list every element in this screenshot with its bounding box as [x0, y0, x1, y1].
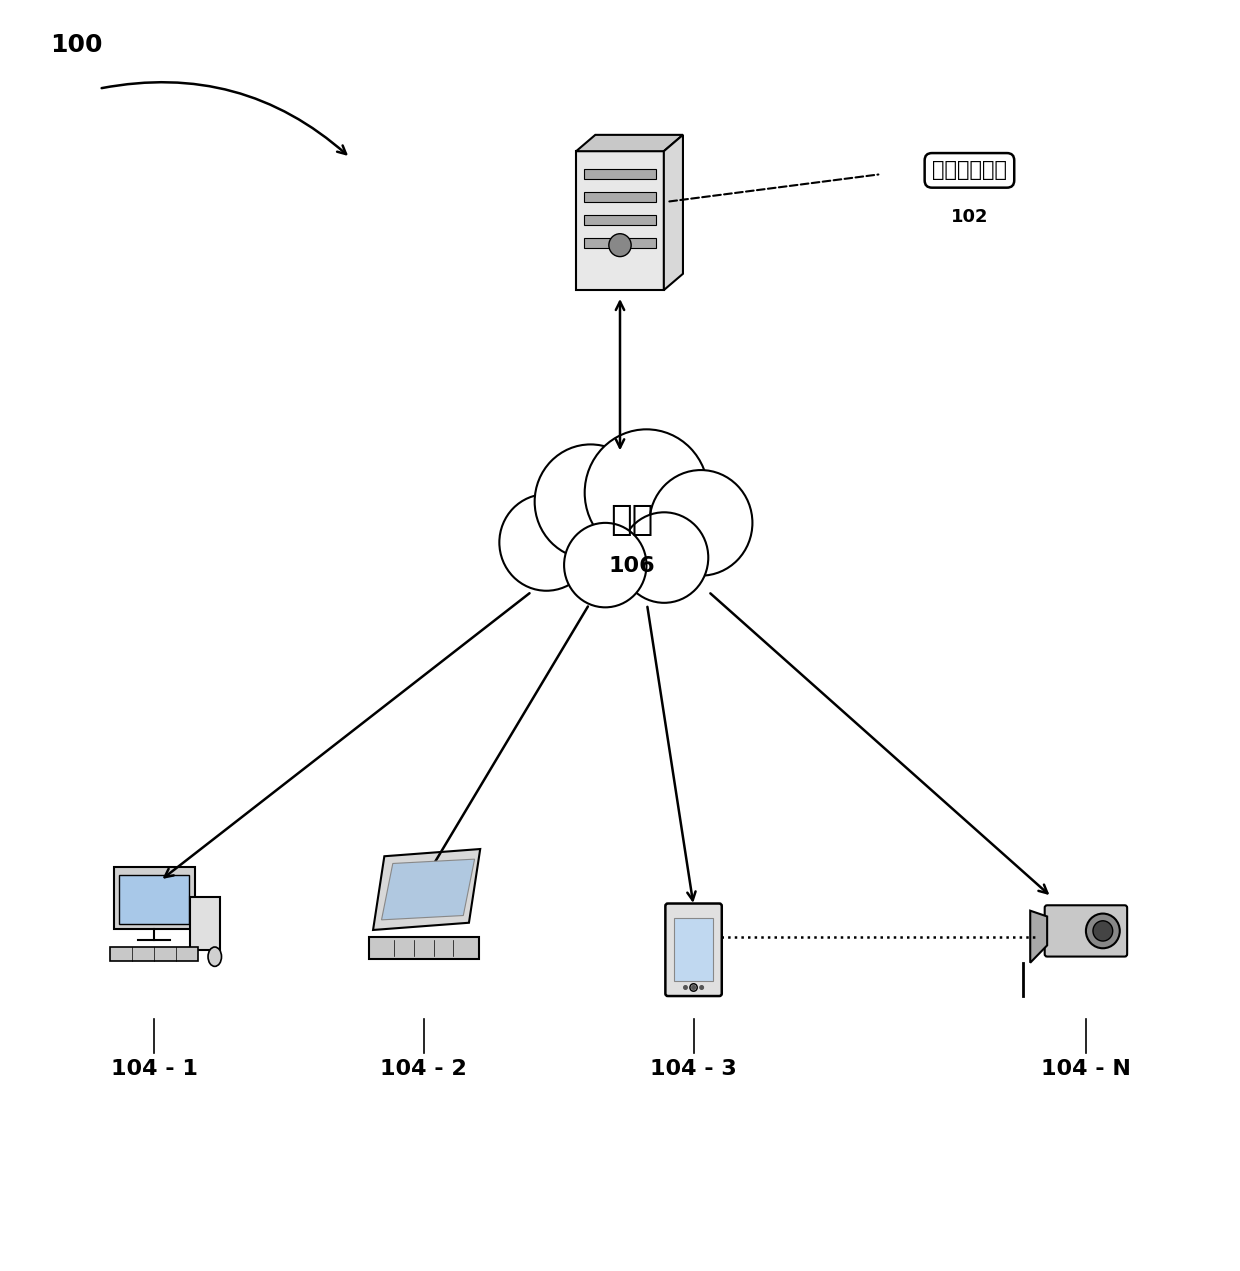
- Bar: [584, 238, 656, 248]
- Circle shape: [699, 986, 703, 989]
- Circle shape: [522, 418, 733, 636]
- Circle shape: [620, 512, 708, 602]
- Circle shape: [534, 445, 646, 559]
- FancyBboxPatch shape: [577, 151, 663, 290]
- Bar: [584, 169, 656, 179]
- Circle shape: [564, 522, 646, 608]
- Text: 100: 100: [50, 33, 103, 57]
- Text: 104 - N: 104 - N: [1042, 1059, 1131, 1079]
- FancyBboxPatch shape: [368, 937, 479, 958]
- Text: 104 - 3: 104 - 3: [650, 1059, 737, 1079]
- Circle shape: [585, 430, 708, 555]
- Circle shape: [689, 984, 697, 991]
- FancyBboxPatch shape: [110, 947, 198, 961]
- Circle shape: [692, 986, 696, 989]
- Bar: [584, 192, 656, 202]
- Bar: [584, 215, 656, 225]
- Polygon shape: [373, 849, 480, 930]
- Ellipse shape: [208, 947, 222, 966]
- Text: 102: 102: [951, 208, 988, 226]
- FancyBboxPatch shape: [119, 876, 190, 924]
- FancyBboxPatch shape: [114, 867, 195, 929]
- Circle shape: [609, 234, 631, 257]
- Circle shape: [1086, 914, 1120, 948]
- Circle shape: [1092, 920, 1112, 941]
- FancyBboxPatch shape: [673, 918, 713, 981]
- Text: 104 - 1: 104 - 1: [110, 1059, 197, 1079]
- Text: 104 - 2: 104 - 2: [381, 1059, 467, 1079]
- FancyBboxPatch shape: [191, 897, 221, 949]
- Text: 106: 106: [609, 557, 656, 576]
- Circle shape: [650, 470, 753, 576]
- Polygon shape: [1030, 911, 1047, 962]
- Polygon shape: [663, 135, 683, 290]
- Circle shape: [683, 986, 687, 989]
- Circle shape: [500, 494, 594, 591]
- Polygon shape: [382, 859, 475, 920]
- FancyBboxPatch shape: [1044, 905, 1127, 957]
- Polygon shape: [577, 135, 683, 151]
- Text: 网络: 网络: [610, 503, 653, 536]
- Text: 图像处理系统: 图像处理系统: [932, 160, 1007, 180]
- FancyBboxPatch shape: [666, 904, 722, 996]
